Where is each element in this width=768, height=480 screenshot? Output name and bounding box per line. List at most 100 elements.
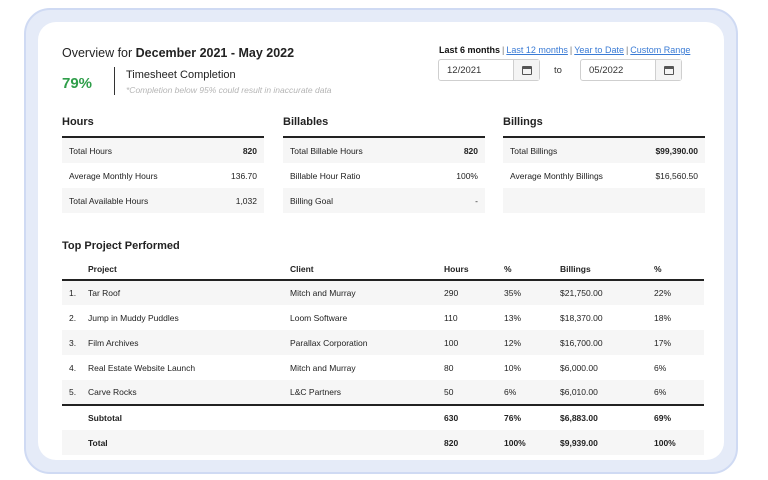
hours-pct-value: 13% (504, 312, 522, 323)
row-index: 3. (62, 330, 88, 355)
range-last-12-months[interactable]: Last 12 months (506, 45, 568, 55)
table-row[interactable]: 4. Real Estate Website Launch Mitch and … (62, 355, 704, 380)
billings-pct-value: 22% (654, 280, 704, 305)
project-name: Film Archives (88, 330, 290, 355)
top-projects-title: Top Project Performed (62, 240, 180, 252)
outer-frame: Overview for December 2021 - May 2022 79… (24, 8, 738, 474)
col-billings: Billings (560, 258, 654, 281)
report-card: Overview for December 2021 - May 2022 79… (38, 22, 724, 460)
timesheet-title: Timesheet Completion (126, 69, 236, 81)
col-hours: Hours (444, 258, 504, 281)
billings-pct-value: 6% (654, 362, 667, 373)
project-name: Carve Rocks (88, 380, 290, 405)
billings-row: Total Billings $99,390.00 (503, 138, 705, 163)
hours-value: 110 (444, 312, 458, 323)
start-date-value[interactable]: 12/2021 (447, 64, 482, 76)
completion-percent: 79% (62, 75, 93, 92)
total-hours: 820 (444, 430, 504, 455)
hours-value: 50 (444, 380, 504, 405)
row-index (62, 404, 88, 430)
total-hours-pct: 100% (504, 430, 560, 455)
billables-row: Billing Goal - (283, 188, 485, 213)
client-name: Loom Software (290, 312, 348, 323)
hours-row: Total Available Hours 1,032 (62, 188, 264, 213)
row-value: 136.70 (231, 170, 257, 181)
top-projects-table: Project Client Hours % Billings % 1. Tar… (62, 258, 704, 455)
project-name: Jump in Muddy Puddles (88, 312, 179, 323)
calendar-icon (521, 65, 532, 75)
client-name (290, 404, 444, 430)
divider (114, 67, 115, 95)
col-project: Project (88, 258, 290, 281)
subtotal-hours-pct: 76% (504, 404, 560, 430)
range-year-to-date[interactable]: Year to Date (574, 45, 624, 55)
start-date-button[interactable] (513, 60, 539, 80)
to-label: to (554, 65, 562, 76)
table-row[interactable]: 5. Carve Rocks L&C Partners 50 6% $6,010… (62, 380, 704, 405)
row-index: 5. (62, 380, 88, 405)
range-separator: | (569, 45, 573, 55)
row-value: 1,032 (235, 195, 257, 206)
range-last-6-months[interactable]: Last 6 months (439, 45, 501, 55)
hours-row: Average Monthly Hours 136.70 (62, 163, 264, 188)
row-label: Total Billable Hours (290, 145, 363, 156)
total-row: Total 820 100% $9,939.00 100% (62, 430, 704, 455)
row-index: 1. (62, 280, 88, 305)
client-name: Mitch and Murray (290, 362, 356, 373)
hours-pct-value: 10% (504, 362, 522, 373)
table-row[interactable]: 3. Film Archives Parallax Corporation 10… (62, 330, 704, 355)
billables-row: Billable Hour Ratio 100% (283, 163, 485, 188)
end-date-button[interactable] (655, 60, 681, 80)
billings-value: $18,370.00 (560, 312, 603, 323)
client-name (290, 430, 444, 455)
subtotal-billings: $6,883.00 (560, 404, 654, 430)
billables-title: Billables (283, 116, 329, 128)
hours-pct-value: 12% (504, 330, 560, 355)
col-index (62, 258, 88, 281)
row-label: Billing Goal (290, 195, 333, 206)
table-row[interactable]: 2. Jump in Muddy Puddles Loom Software 1… (62, 305, 704, 330)
row-label: Total Available Hours (69, 195, 149, 206)
timesheet-note: *Completion below 95% could result in in… (126, 85, 332, 95)
hours-panel: Total Hours 820 Average Monthly Hours 136.… (62, 136, 264, 213)
billables-row: Total Billable Hours 820 (283, 138, 485, 163)
billings-pct-value: 18% (654, 312, 672, 323)
total-label: Total (88, 430, 290, 455)
total-billings: $9,939.00 (560, 430, 654, 455)
hours-pct-value: 6% (504, 380, 560, 405)
col-hours-pct: % (504, 258, 560, 281)
hours-value: 290 (444, 280, 504, 305)
row-index (62, 430, 88, 455)
range-separator: | (625, 45, 629, 55)
billings-value: $6,010.00 (560, 380, 654, 405)
row-label: Billable Hour Ratio (290, 170, 361, 181)
end-date-value[interactable]: 05/2022 (589, 64, 624, 76)
end-date-picker[interactable]: 05/2022 (580, 59, 682, 81)
row-value: 100% (456, 170, 478, 181)
client-name: L&C Partners (290, 380, 444, 405)
row-label: Total Billings (510, 145, 558, 156)
start-date-picker[interactable]: 12/2021 (438, 59, 540, 81)
billings-row (503, 188, 705, 213)
client-name: Parallax Corporation (290, 330, 444, 355)
range-separator: | (502, 45, 505, 55)
date-range-links: Last 6 months | Last 12 months | Year to Dat… (439, 45, 690, 55)
table-header-row: Project Client Hours % Billings % (62, 258, 704, 281)
billings-value: $21,750.00 (560, 280, 654, 305)
billings-pct-value: 6% (654, 380, 704, 405)
row-value: $99,390.00 (655, 145, 698, 156)
range-custom[interactable]: Custom Range (630, 45, 691, 55)
total-billings-pct: 100% (654, 430, 704, 455)
hours-value: 80 (444, 362, 454, 373)
row-value: 820 (242, 145, 257, 156)
billings-value: $16,700.00 (560, 330, 654, 355)
billings-row: Average Monthly Billings $16,560.50 (503, 163, 705, 188)
billings-panel: Total Billings $99,390.00 Average Monthly… (503, 136, 705, 213)
billables-panel: Total Billable Hours 820 Billable Hour Ra… (283, 136, 485, 213)
hours-value: 100 (444, 330, 504, 355)
table-row[interactable]: 1. Tar Roof Mitch and Murray 290 35% $21… (62, 280, 704, 305)
client-name: Mitch and Murray (290, 280, 444, 305)
row-value: $16,560.50 (655, 170, 698, 181)
row-index: 4. (69, 362, 77, 373)
billings-pct-value: 17% (654, 330, 704, 355)
